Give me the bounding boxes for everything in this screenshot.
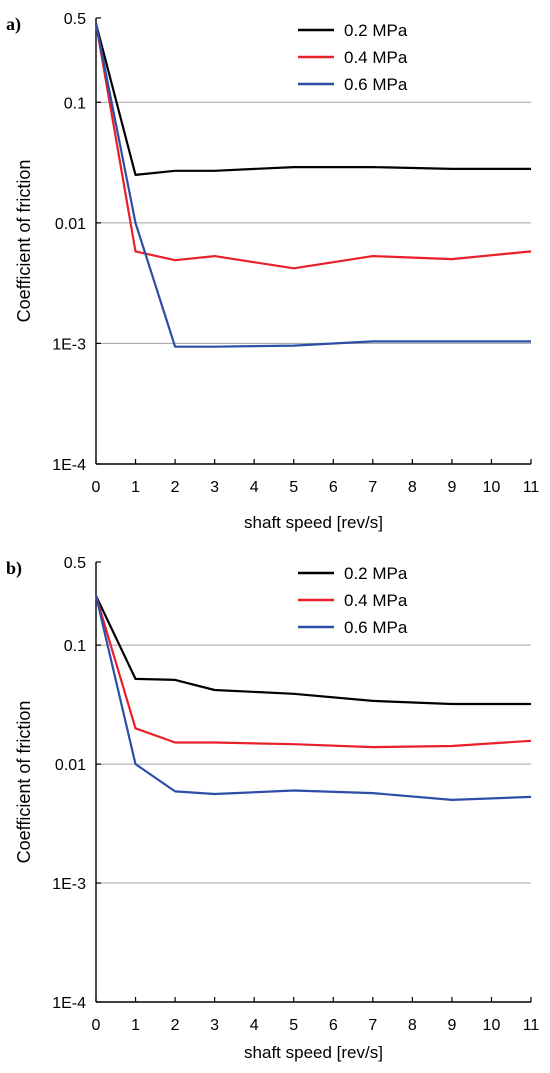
x-tick-label: 2 [171,1017,180,1034]
y-tick-label: 0.5 [64,11,86,28]
x-tick-label: 10 [483,479,501,496]
x-tick-label: 5 [289,1017,298,1034]
series-line-0-6-mpa [94,595,532,802]
y-tick-label: 0.1 [64,95,86,112]
chart-panel-a: a) 0.5 0.1 0.01 1E-3 1E-4 0 1 2 3 4 5 6 7 8 9 10 11 shaft … [6,11,539,532]
x-tick-label: 6 [329,1017,338,1034]
y-tick-label: 1E-3 [52,336,86,353]
x-tick-label: 0 [92,479,101,496]
series-line-0-4-mpa [94,595,532,749]
x-tick-label: 9 [447,479,456,496]
y-tick-label: 1E-4 [52,457,86,474]
legend-label: 0.6 MPa [344,618,408,637]
chart-panel-b: b) 0.5 0.1 0.01 1E-3 1E-4 0 1 2 3 4 5 6 7 8 9 10 11 shaft … [6,555,539,1062]
legend-label: 0.6 MPa [344,75,408,94]
x-tick-label: 5 [289,479,298,496]
series-line-0-6-mpa [94,23,531,348]
x-tick-label: 11 [523,479,540,496]
x-tick-label: 9 [447,1017,456,1034]
x-tick-label: 2 [171,479,180,496]
panel-label: a) [6,14,21,35]
series-line-0-2-mpa [95,595,531,706]
x-tick-label: 4 [250,479,259,496]
x-tick-label: 11 [523,1017,540,1034]
x-tick-label: 10 [483,1017,501,1034]
x-tick-label: 1 [131,1017,140,1034]
y-tick-label: 0.01 [55,757,86,774]
x-axis-title: shaft speed [rev/s] [244,513,383,532]
x-tick-label: 3 [210,1017,219,1034]
y-tick-label: 0.01 [55,216,86,233]
legend-label: 0.4 MPa [344,591,408,610]
x-axis-title: shaft speed [rev/s] [244,1043,383,1062]
legend-label: 0.4 MPa [344,48,408,67]
y-tick-label: 0.5 [64,555,86,572]
x-tick-label: 7 [368,1017,377,1034]
panel-label: b) [6,558,22,579]
x-tick-label: 7 [368,479,377,496]
series-line-0-2-mpa [94,23,531,176]
legend-label: 0.2 MPa [344,21,408,40]
y-tick-label: 0.1 [64,638,86,655]
x-tick-label: 1 [131,479,140,496]
x-tick-label: 6 [329,479,338,496]
y-axis-title: Coefficient of friction [14,701,34,864]
y-axis-title: Coefficient of friction [14,160,34,323]
x-tick-label: 4 [250,1017,259,1034]
x-tick-label: 3 [210,479,219,496]
x-tick-label: 0 [92,1017,101,1034]
series-line-0-4-mpa [94,23,532,270]
x-tick-label: 8 [408,479,417,496]
legend-label: 0.2 MPa [344,564,408,583]
y-tick-label: 1E-3 [52,876,86,893]
x-tick-label: 8 [408,1017,417,1034]
y-tick-label: 1E-4 [52,995,86,1012]
